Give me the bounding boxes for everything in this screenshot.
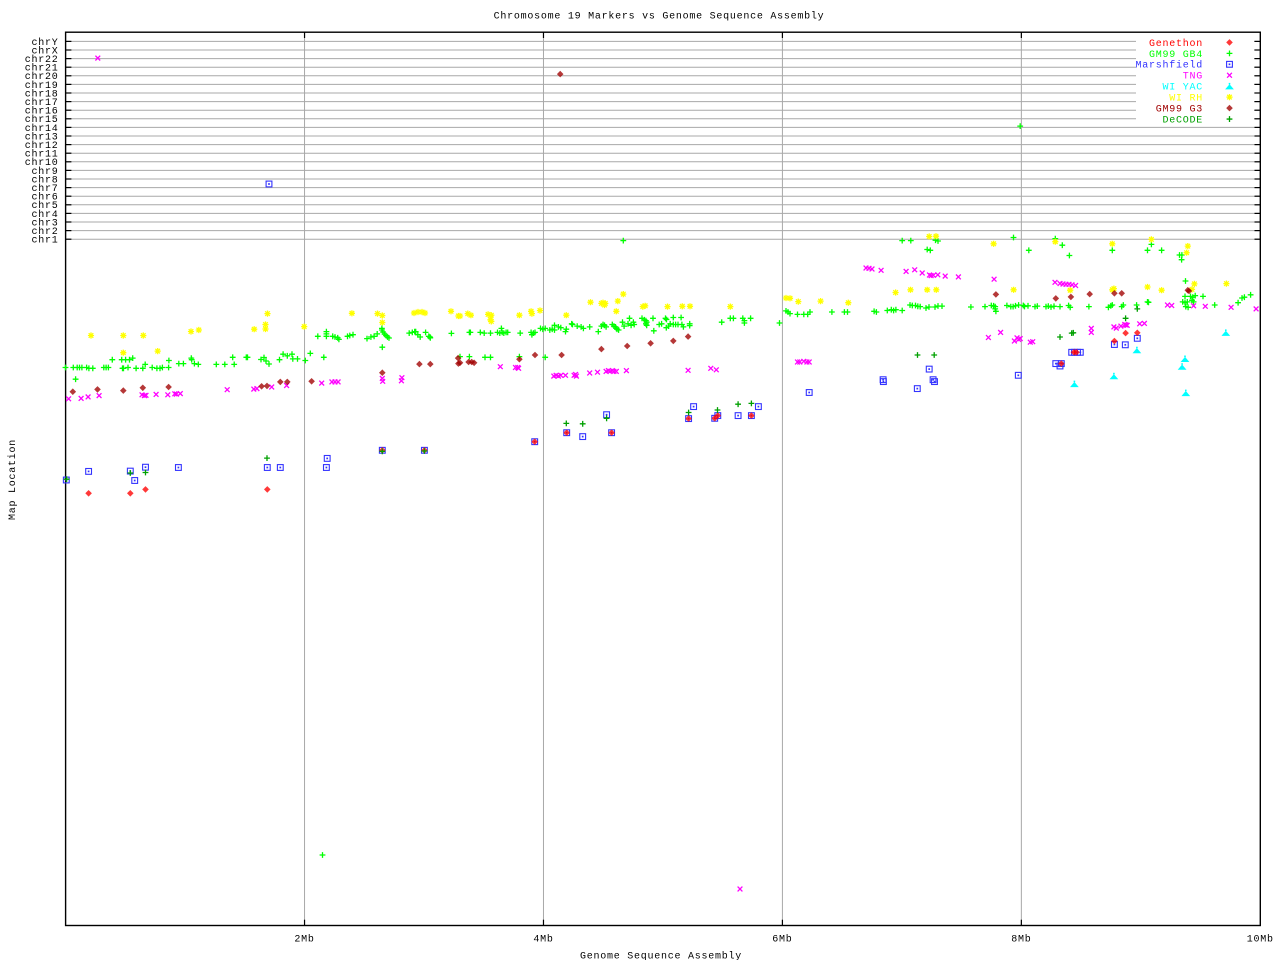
svg-text:DeCODE: DeCODE — [1162, 115, 1203, 126]
svg-text:chr11: chr11 — [25, 149, 59, 161]
svg-text:WI YAC: WI YAC — [1162, 83, 1203, 94]
svg-text:TNG: TNG — [1183, 72, 1203, 83]
svg-text:chr3: chr3 — [31, 217, 58, 229]
svg-text:chr7: chr7 — [31, 183, 58, 195]
svg-text:chr17: chr17 — [25, 97, 59, 109]
svg-text:chr22: chr22 — [25, 54, 59, 66]
svg-text:chr9: chr9 — [31, 166, 58, 178]
svg-text:WI RH: WI RH — [1169, 94, 1203, 105]
svg-text:chr6: chr6 — [31, 192, 58, 204]
svg-text:chr21: chr21 — [25, 63, 59, 75]
svg-text:chr14: chr14 — [25, 123, 59, 135]
svg-text:8Mb: 8Mb — [1011, 933, 1031, 945]
svg-text:chr15: chr15 — [25, 114, 59, 126]
svg-text:Map Location: Map Location — [7, 439, 19, 520]
svg-text:Genome Sequence Assembly: Genome Sequence Assembly — [580, 951, 742, 960]
svg-text:chr10: chr10 — [25, 157, 59, 169]
svg-text:Marshfield: Marshfield — [1135, 60, 1203, 72]
svg-text:chr5: chr5 — [31, 200, 58, 212]
svg-text:chr13: chr13 — [25, 131, 59, 143]
svg-text:chr12: chr12 — [25, 140, 59, 152]
svg-text:Genethon: Genethon — [1149, 38, 1203, 50]
svg-text:6Mb: 6Mb — [772, 933, 792, 945]
svg-text:chr19: chr19 — [25, 80, 59, 92]
svg-text:chr20: chr20 — [25, 71, 59, 83]
svg-text:chr18: chr18 — [25, 88, 59, 100]
svg-text:chr16: chr16 — [25, 106, 59, 118]
svg-text:chr8: chr8 — [31, 174, 58, 186]
svg-text:chrX: chrX — [31, 45, 58, 57]
svg-text:chrY: chrY — [31, 37, 58, 49]
svg-text:chr4: chr4 — [31, 209, 58, 221]
svg-text:GM99 G3: GM99 G3 — [1156, 105, 1203, 116]
svg-text:2Mb: 2Mb — [294, 933, 314, 945]
svg-text:chr1: chr1 — [31, 235, 58, 247]
svg-text:Chromosome 19 Markers vs Genom: Chromosome 19 Markers vs Genome Sequence… — [494, 11, 825, 23]
svg-text:10Mb: 10Mb — [1247, 933, 1274, 945]
svg-text:4Mb: 4Mb — [533, 933, 553, 945]
svg-text:chr2: chr2 — [31, 226, 58, 238]
svg-text:GM99 GB4: GM99 GB4 — [1149, 50, 1203, 61]
